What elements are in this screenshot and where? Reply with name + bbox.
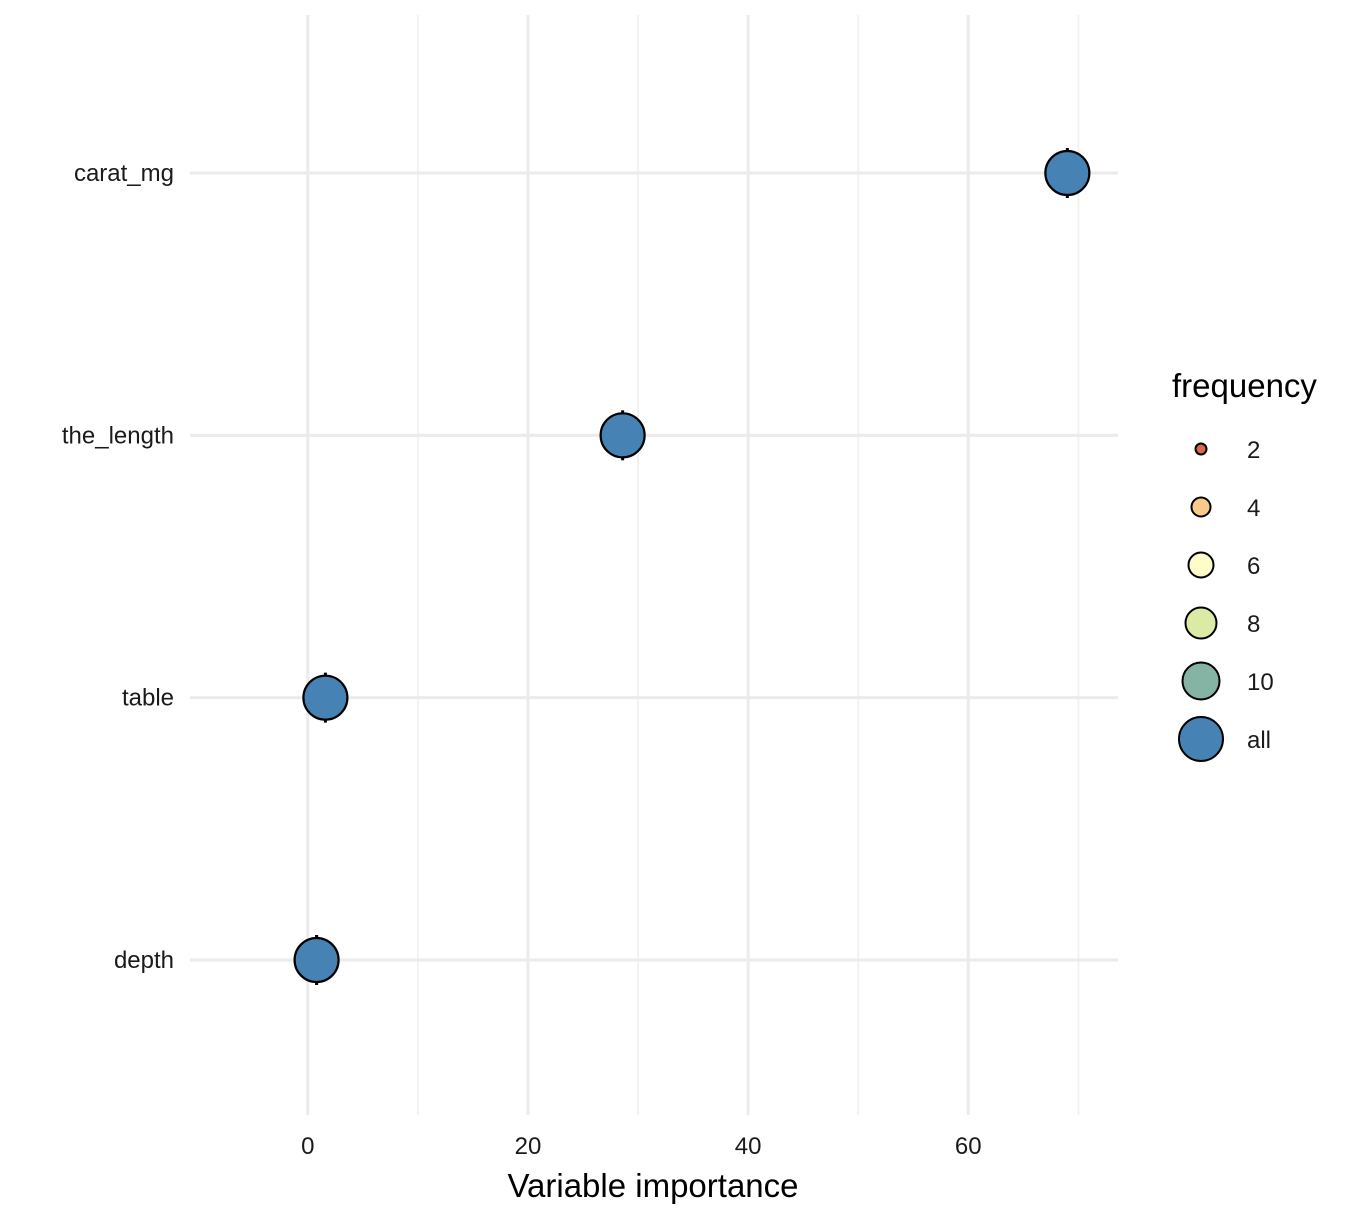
error-bars — [315, 148, 1069, 985]
y-tick-label: carat_mg — [74, 160, 174, 187]
legend-label: all — [1247, 727, 1271, 754]
x-axis-title: Variable importance — [507, 1167, 798, 1204]
data-point-the_length — [599, 412, 646, 459]
legend-label: 10 — [1247, 669, 1274, 696]
data-point-table — [302, 674, 349, 721]
legend-key — [1187, 551, 1215, 579]
data-point-carat_mg — [1044, 149, 1091, 197]
x-tick-label: 0 — [301, 1133, 314, 1160]
x-axis-tick-labels: 0 20 40 60 — [301, 1133, 982, 1160]
y-tick-label: table — [122, 685, 174, 712]
legend-label: 6 — [1247, 553, 1260, 580]
x-tick-label: 20 — [515, 1133, 542, 1160]
legend-key — [1184, 606, 1218, 640]
data-point-depth — [293, 936, 340, 984]
legend-label: 8 — [1247, 611, 1260, 638]
legend-label: 2 — [1247, 437, 1260, 464]
y-tick-label: depth — [114, 947, 174, 974]
legend-key — [1178, 716, 1224, 762]
y-tick-label: the_length — [62, 422, 174, 449]
legend: frequency 2 4 6 8 10 all — [1172, 367, 1317, 762]
legend-entries: 2 4 6 8 10 all — [1178, 437, 1274, 762]
legend-title: frequency — [1172, 367, 1317, 404]
legend-key — [1190, 496, 1212, 518]
legend-key — [1194, 442, 1208, 456]
x-tick-label: 40 — [735, 1133, 762, 1160]
legend-label: 4 — [1247, 495, 1260, 522]
data-points — [293, 149, 1091, 984]
legend-key — [1181, 661, 1221, 701]
x-tick-label: 60 — [955, 1133, 982, 1160]
